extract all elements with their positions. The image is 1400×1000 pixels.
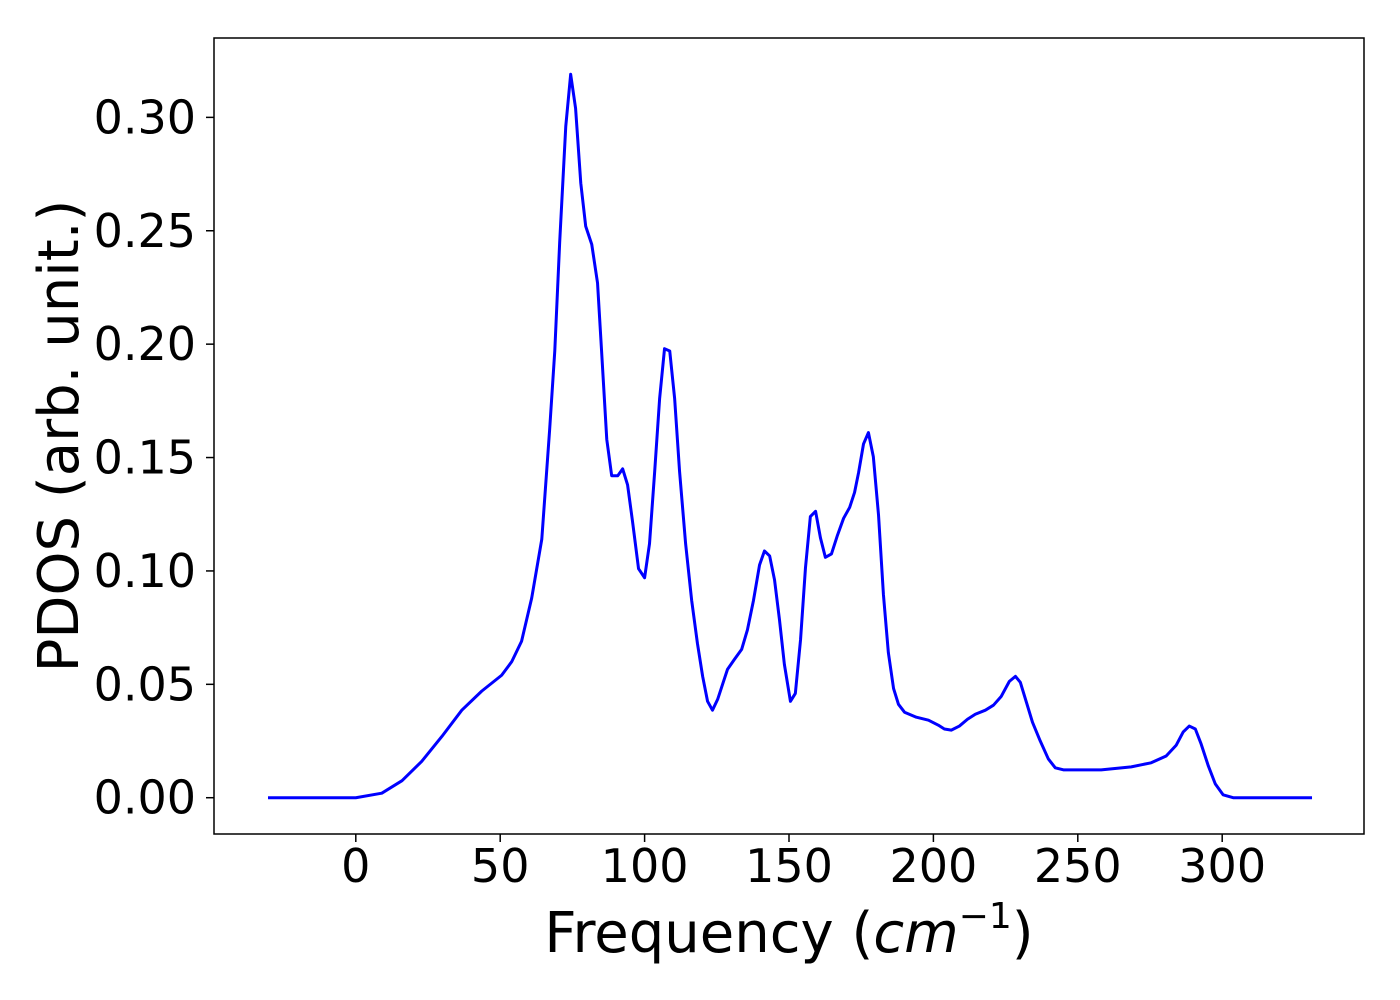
x-tick-label: 0 [341,839,370,893]
y-tick-label: 0.20 [94,317,196,371]
y-axis-label: PDOS (arb. unit.) [27,200,92,673]
pdos-line [268,72,1313,800]
plot-frame [213,37,1365,835]
y-tick-label: 0.25 [94,204,196,258]
y-tick-label: 0.00 [94,771,196,825]
y-tick-label: 0.30 [94,90,196,144]
x-tick-label: 150 [745,839,833,893]
x-label-exponent: −1 [959,896,1012,937]
x-axis-label: Frequency (cm−1) [544,896,1033,966]
x-tick-label: 50 [471,839,530,893]
x-tick-label: 200 [889,839,977,893]
x-tick-label: 100 [601,839,689,893]
x-label-text: Frequency ( [544,901,873,966]
y-tick-label: 0.10 [94,544,196,598]
x-tick-label: 300 [1178,839,1266,893]
x-tick-label: 250 [1034,839,1122,893]
x-label-close: ) [1012,901,1034,966]
y-tick-label: 0.15 [94,431,196,485]
x-label-unit: cm [873,901,958,966]
y-tick-label: 0.05 [94,657,196,711]
